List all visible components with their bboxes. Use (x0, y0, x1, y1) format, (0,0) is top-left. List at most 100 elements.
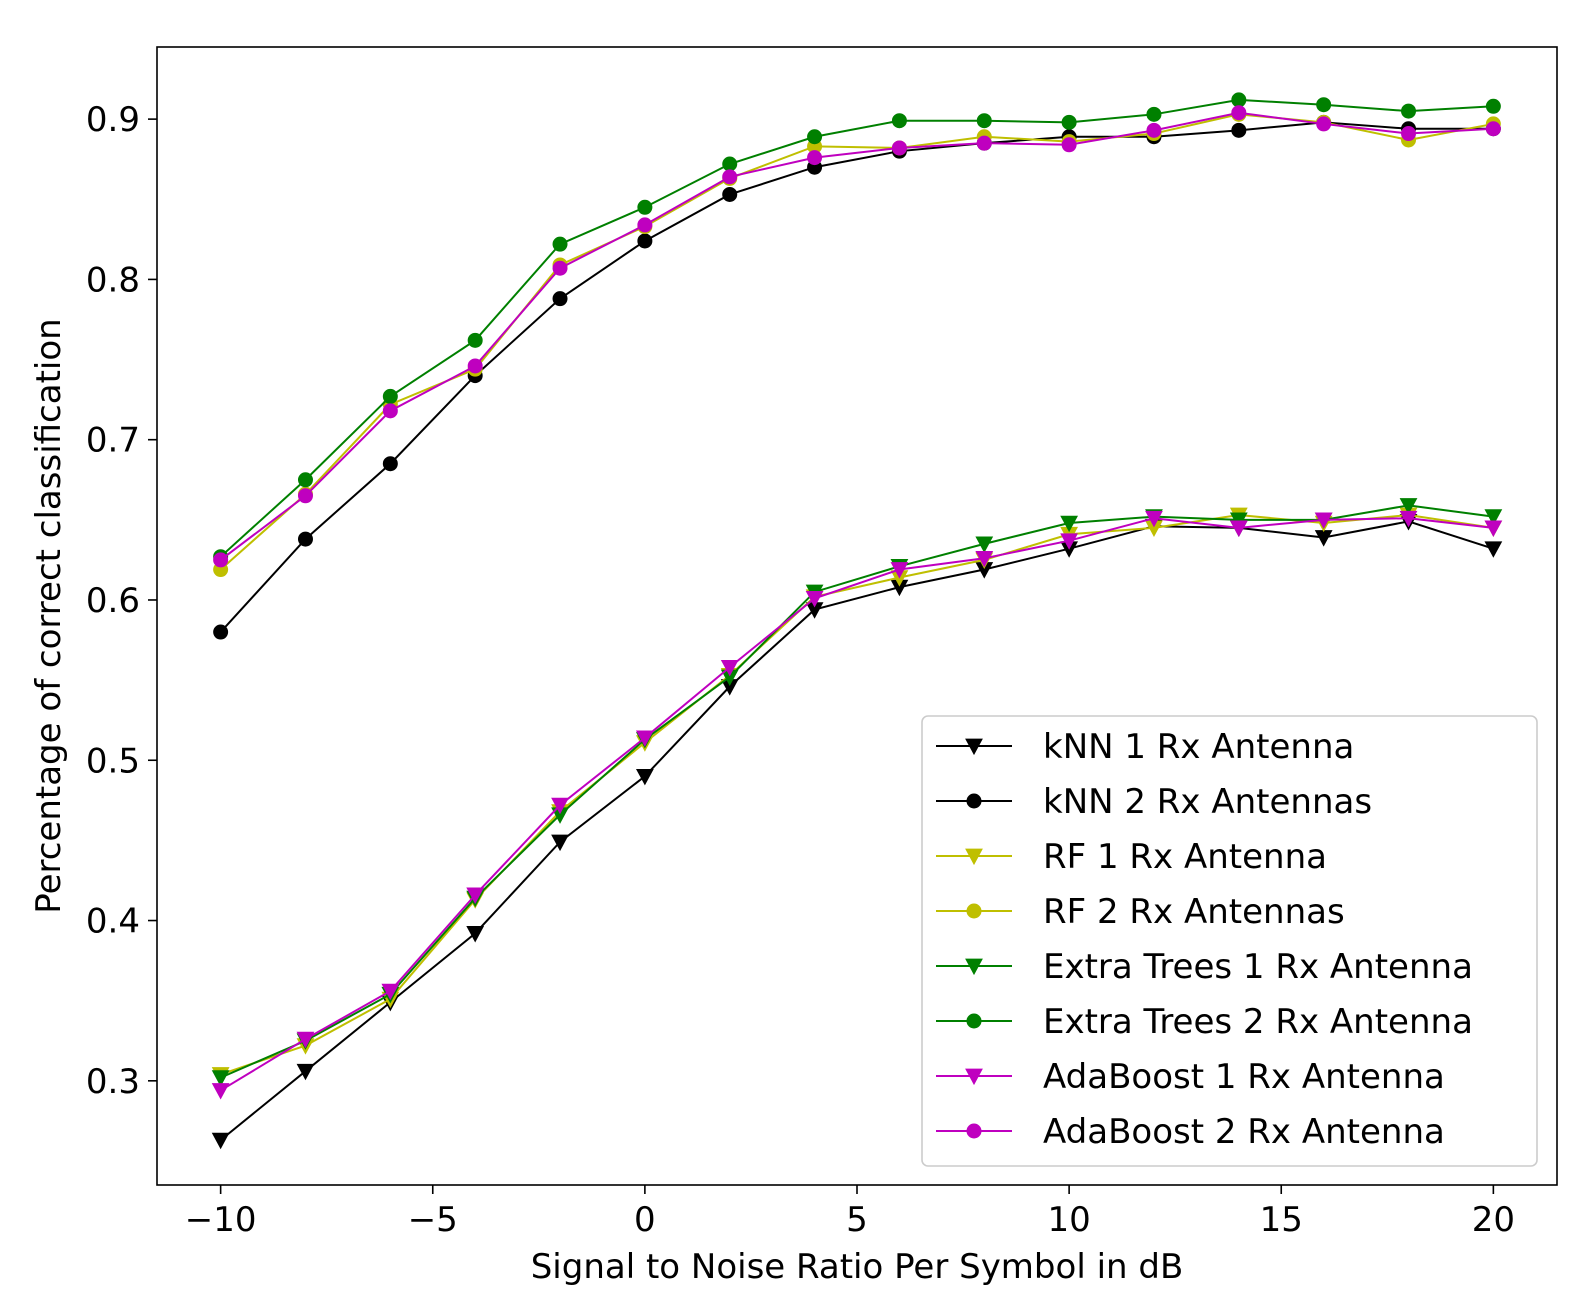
x-axis-title: Signal to Noise Ratio Per Symbol in dB (531, 1247, 1184, 1287)
legend-item[interactable]: kNN 1 Rx Antenna (936, 727, 1354, 767)
data-point (807, 150, 823, 166)
y-axis-title: Percentage of correct classification (29, 318, 69, 913)
x-tick-label: 10 (1047, 1200, 1090, 1240)
series-line (220, 517, 1494, 1092)
series-5 (213, 92, 1501, 565)
data-point (1231, 122, 1247, 138)
legend-box (921, 715, 1538, 1167)
data-point (1229, 512, 1248, 529)
data-point (381, 983, 400, 1001)
data-point (382, 403, 398, 419)
data-point (1061, 114, 1077, 130)
data-point (1399, 510, 1418, 528)
y-tick-label: 0.6 (86, 581, 140, 621)
data-point (1316, 116, 1332, 132)
data-point (296, 1031, 315, 1049)
data-point (1484, 509, 1503, 526)
legend-item[interactable]: RF 2 Rx Antennas (936, 892, 1345, 932)
y-tick-label: 0.8 (86, 260, 140, 300)
data-point (1399, 498, 1418, 515)
data-point (297, 531, 313, 547)
y-tick-label: 0.7 (86, 421, 140, 461)
data-point (1484, 541, 1503, 558)
series-6 (211, 510, 1503, 1100)
data-point (551, 834, 569, 852)
data-point (805, 591, 824, 608)
legend-item[interactable]: AdaBoost 1 Rx Antenna (936, 1057, 1445, 1097)
data-point (1314, 530, 1333, 547)
series-line (219, 121, 1494, 633)
plot-series (211, 92, 1503, 1150)
data-point (1401, 126, 1417, 142)
legend-item[interactable]: Extra Trees 1 Rx Antenna (936, 947, 1473, 987)
data-point (466, 887, 485, 904)
legend-item[interactable]: AdaBoost 2 Rx Antenna (936, 1112, 1445, 1152)
data-point (891, 113, 907, 129)
data-point (297, 488, 313, 504)
data-point (637, 199, 653, 215)
data-point (722, 156, 738, 172)
series-7 (213, 105, 1501, 568)
data-point (467, 358, 483, 374)
data-point (211, 1070, 230, 1087)
data-point (1485, 98, 1501, 114)
legend-marker (965, 958, 983, 976)
data-point (722, 169, 738, 185)
y-tick-label: 0.3 (86, 1062, 140, 1102)
data-point (551, 797, 569, 815)
x-tick-label: −5 (408, 1200, 458, 1240)
legend-label: AdaBoost 2 Rx Antenna (1043, 1112, 1445, 1152)
legend-marker (966, 1013, 982, 1029)
data-point (296, 1063, 315, 1081)
y-tick-label: 0.5 (86, 741, 140, 781)
data-point (1484, 520, 1503, 537)
data-point (211, 1132, 230, 1150)
data-point (382, 456, 398, 472)
x-axis: −10 −5 0 5 10 15 20 (185, 1185, 1515, 1240)
data-point (635, 768, 654, 786)
y-axis: 0.3 0.4 0.5 0.6 0.7 0.8 0.9 (86, 100, 157, 1102)
data-point (1146, 106, 1162, 122)
legend-marker (966, 903, 982, 919)
legend-item[interactable]: RF 1 Rx Antenna (936, 837, 1327, 877)
data-point (637, 217, 653, 233)
legend[interactable]: kNN 1 Rx Antenna kNN 2 Rx Antennas RF 1 Rx… (921, 715, 1538, 1167)
data-point (975, 536, 994, 553)
x-tick-label: −10 (185, 1200, 257, 1240)
y-tick-label: 0.9 (86, 100, 140, 140)
legend-marker (966, 1123, 982, 1139)
series-line (220, 504, 1494, 1079)
legend-label: Extra Trees 2 Rx Antenna (1043, 1002, 1473, 1042)
data-point (467, 332, 483, 348)
x-tick-label: 0 (634, 1200, 656, 1240)
data-point (1231, 105, 1247, 121)
data-point (722, 186, 738, 202)
data-point (720, 659, 739, 677)
data-point (297, 472, 313, 488)
data-point (976, 113, 992, 129)
data-point (552, 291, 568, 307)
data-point (976, 135, 992, 151)
data-point (635, 730, 654, 747)
legend-label: Extra Trees 1 Rx Antenna (1043, 947, 1473, 987)
data-point (1146, 122, 1162, 138)
data-point (1485, 121, 1501, 137)
series-1 (213, 114, 1501, 640)
legend-marker (965, 848, 983, 866)
series-3 (213, 106, 1501, 578)
legend-item[interactable]: kNN 2 Rx Antennas (936, 782, 1372, 822)
legend-marker (965, 738, 983, 756)
legend-item[interactable]: Extra Trees 2 Rx Antenna (936, 1002, 1473, 1042)
x-tick-label: 15 (1260, 1200, 1303, 1240)
data-point (1229, 520, 1248, 537)
x-tick-label: 5 (846, 1200, 868, 1240)
data-point (891, 140, 907, 156)
data-point (1145, 510, 1163, 528)
data-point (1231, 92, 1247, 108)
legend-label: AdaBoost 1 Rx Antenna (1043, 1057, 1445, 1097)
legend-marker (966, 793, 982, 809)
legend-label: kNN 1 Rx Antenna (1043, 727, 1354, 767)
series-line (219, 98, 1494, 558)
data-point (1316, 97, 1332, 113)
